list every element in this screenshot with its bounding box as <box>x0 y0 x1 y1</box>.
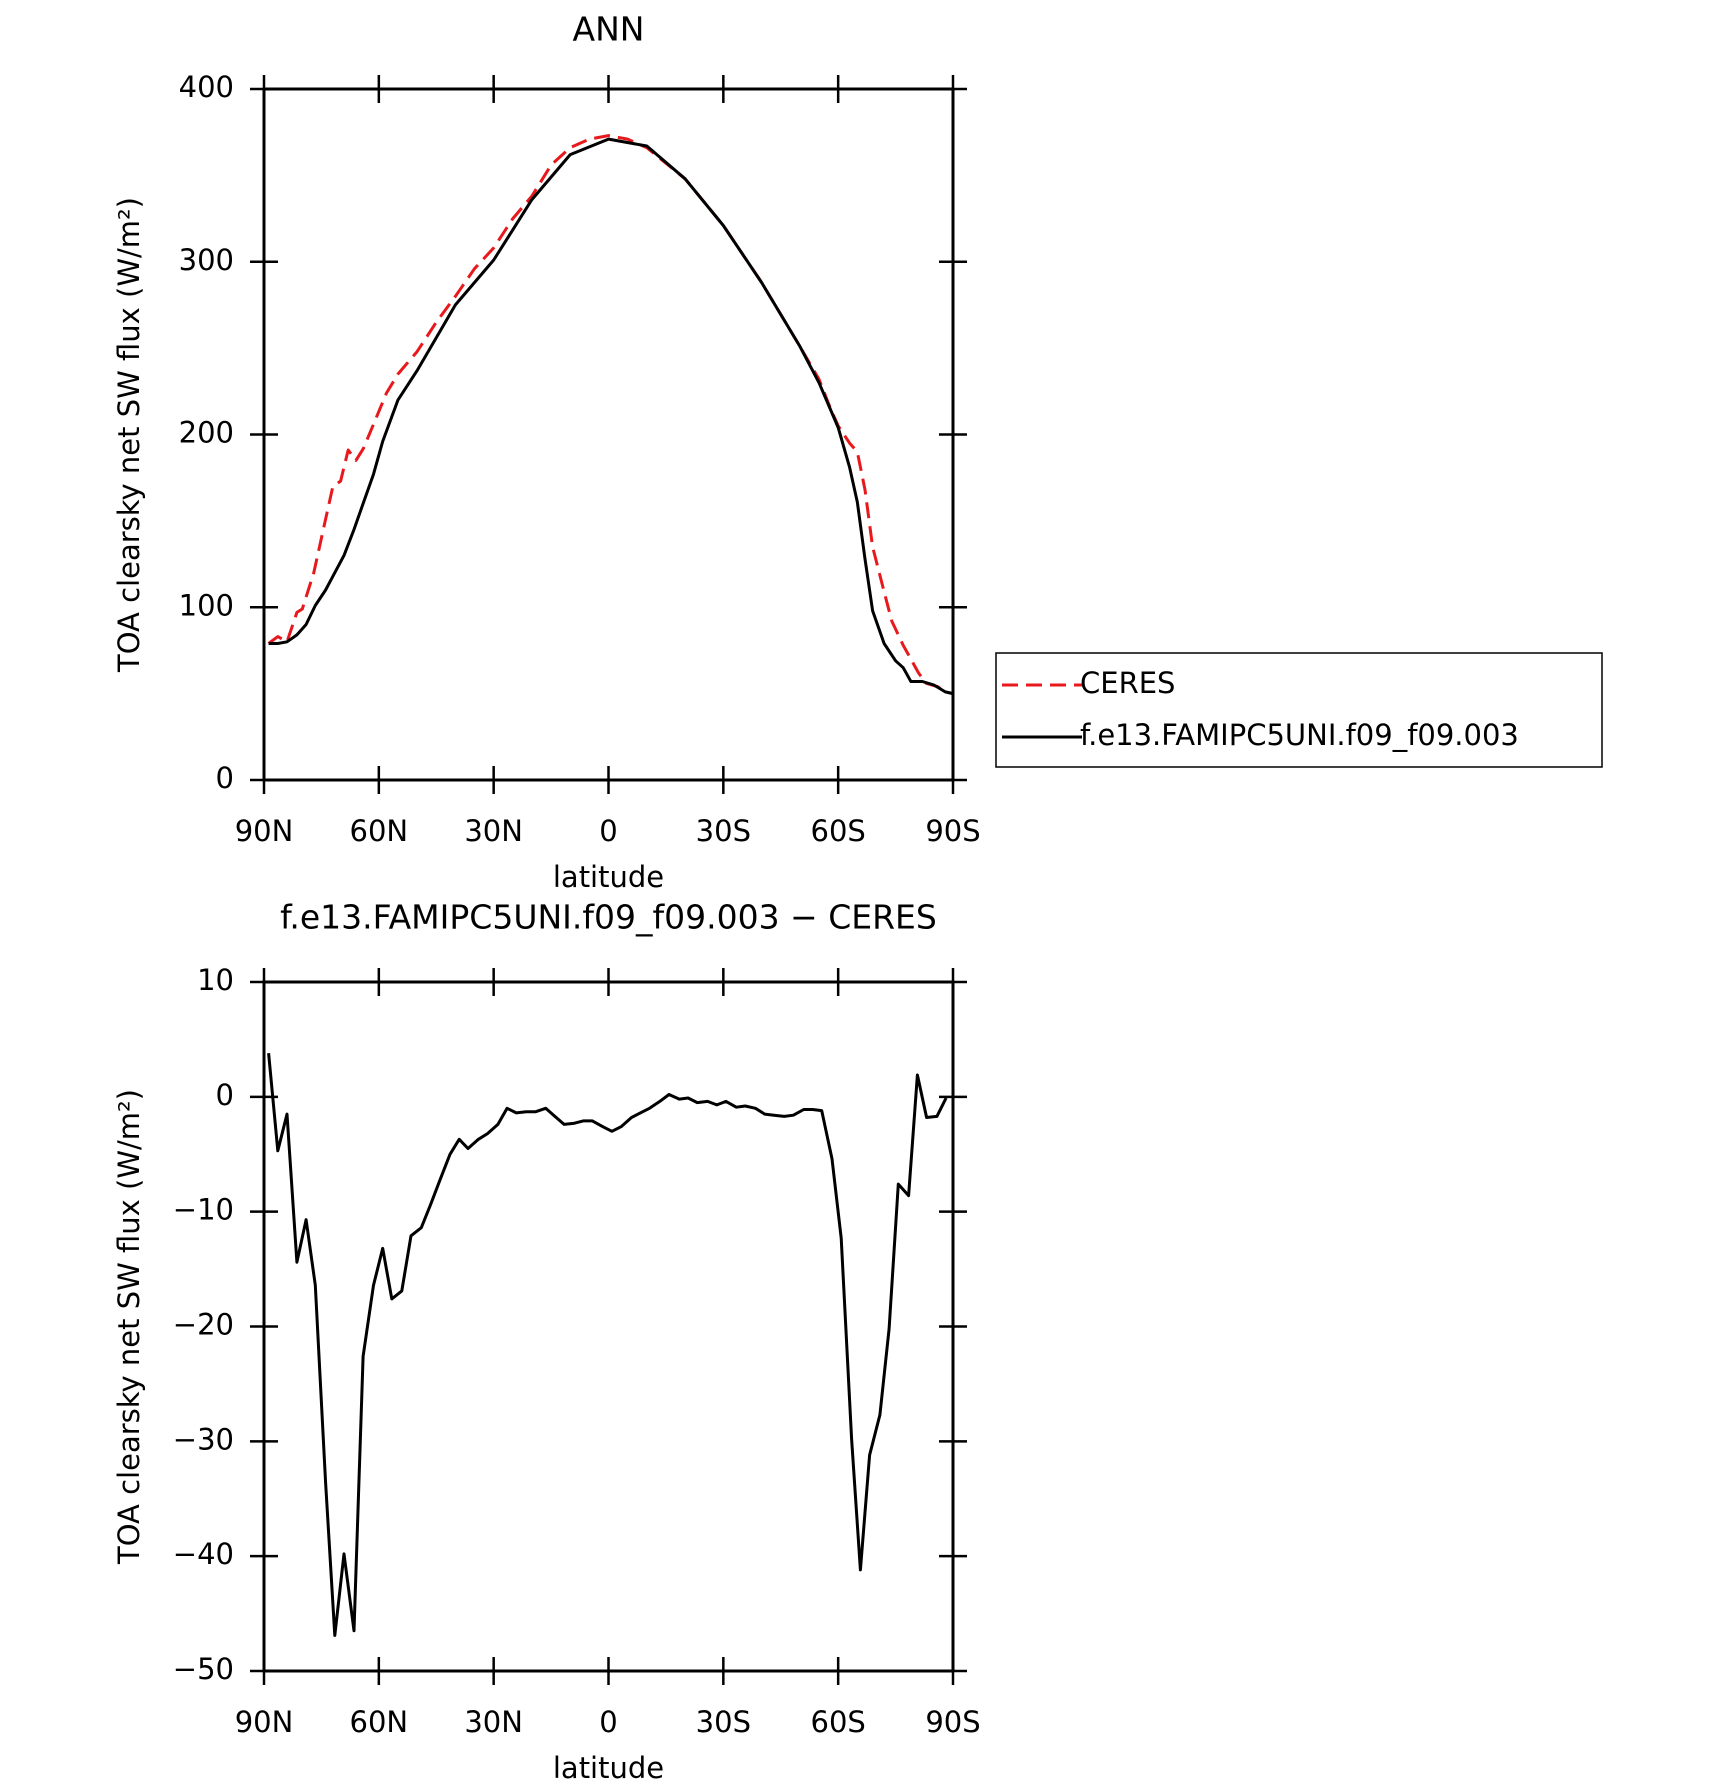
y-tick-label: 200 <box>179 416 234 450</box>
y-tick-label: 100 <box>179 588 234 622</box>
y-tick-label: −30 <box>173 1422 234 1456</box>
y-tick-label: 0 <box>216 1078 234 1112</box>
x-axis-label: latitude <box>553 860 664 894</box>
chart-title: f.e13.FAMIPC5UNI.f09_f09.003 − CERES <box>280 898 937 937</box>
plot-frame <box>262 87 955 782</box>
y-tick-label: −50 <box>173 1652 234 1686</box>
x-tick-label: 0 <box>599 814 617 848</box>
x-tick-label: 60N <box>350 814 409 848</box>
x-tick-label: 30N <box>464 1705 523 1739</box>
y-tick-label: −40 <box>173 1537 234 1571</box>
x-tick-label: 60N <box>350 1705 409 1739</box>
x-tick-label: 30S <box>696 1705 751 1739</box>
plot-frame <box>262 980 955 1673</box>
x-tick-label: 0 <box>599 1705 617 1739</box>
x-tick-label: 60S <box>811 1705 866 1739</box>
x-tick-label: 30N <box>464 814 523 848</box>
data-line <box>267 134 954 696</box>
x-tick-label: 90N <box>235 1705 294 1739</box>
legend-label: f.e13.FAMIPC5UNI.f09_f09.003 <box>1080 718 1519 752</box>
x-tick-label: 90S <box>925 814 980 848</box>
y-tick-label: −10 <box>173 1193 234 1227</box>
data-line <box>268 137 954 696</box>
x-tick-label: 30S <box>696 814 751 848</box>
y-tick-label: 10 <box>197 963 234 997</box>
x-tick-label: 60S <box>811 814 866 848</box>
x-axis-label: latitude <box>553 1751 664 1785</box>
y-tick-label: 400 <box>179 70 234 104</box>
y-axis-label: TOA clearsky net SW flux (W/m²) <box>112 1089 146 1565</box>
legend-label: CERES <box>1080 666 1175 700</box>
y-tick-label: 300 <box>179 243 234 277</box>
y-tick-label: 0 <box>216 761 234 795</box>
x-tick-label: 90N <box>235 814 294 848</box>
data-line <box>267 1053 948 1637</box>
y-tick-label: −20 <box>173 1308 234 1342</box>
legend-box <box>995 652 1603 768</box>
x-tick-label: 90S <box>925 1705 980 1739</box>
chart-title: ANN <box>573 10 645 49</box>
y-axis-label: TOA clearsky net SW flux (W/m²) <box>112 197 146 673</box>
